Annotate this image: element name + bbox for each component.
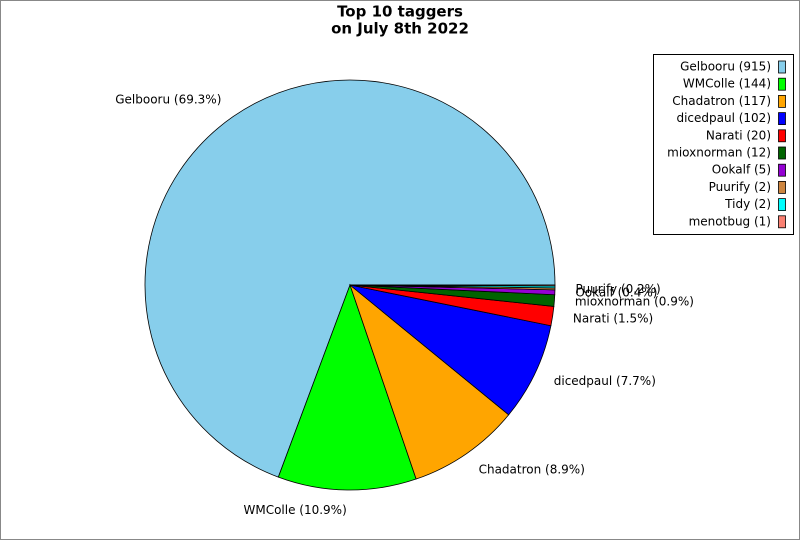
- legend-swatch: [778, 215, 786, 229]
- slice-label: mioxnorman (0.9%): [575, 295, 694, 309]
- pie-slice: [349, 284, 556, 287]
- slice-label: WMColle (10.9%): [243, 503, 346, 517]
- legend-swatch: [778, 77, 786, 91]
- pie-slice: [144, 79, 556, 478]
- legend-label: Tidy (2): [724, 197, 771, 211]
- legend-label: Puurify (2): [709, 180, 771, 194]
- legend-label: Chadatron (117): [672, 94, 771, 108]
- chart-title: Top 10 taggers: [337, 3, 463, 21]
- legend-swatch: [778, 112, 786, 125]
- legend-label: WMColle (144): [683, 77, 771, 91]
- legend-label: menotbug (1): [689, 214, 771, 228]
- slice-label: Chadatron (8.9%): [479, 463, 585, 477]
- legend-label: Gelbooru (915): [680, 60, 771, 74]
- legend-label: dicedpaul (102): [676, 111, 771, 125]
- slice-label: Gelbooru (69.3%): [115, 92, 221, 106]
- slice-label: Puurify (0.2%): [575, 282, 660, 296]
- legend-label: Ookalf (5): [712, 163, 771, 177]
- legend-swatch: [778, 198, 786, 212]
- legend-swatch: [778, 146, 786, 160]
- slice-label: dicedpaul (7.7%): [554, 374, 656, 388]
- legend-swatch: [778, 60, 786, 74]
- legend-swatch: [778, 163, 786, 177]
- legend-box: [653, 54, 794, 235]
- pie-slice: [277, 283, 417, 491]
- legend-swatch: [778, 129, 786, 143]
- slice-label: Narati (1.5%): [573, 312, 653, 326]
- legend-swatch: [778, 180, 786, 194]
- slice-label: Ookalf (0.4%): [575, 286, 657, 300]
- pie-slice: [349, 284, 552, 416]
- chart-title: on July 8th 2022: [331, 20, 469, 38]
- pie-slice: [349, 283, 510, 480]
- legend-swatch: [778, 95, 786, 108]
- legend-label: mioxnorman (12): [667, 146, 771, 160]
- legend-label: Narati (20): [706, 128, 771, 142]
